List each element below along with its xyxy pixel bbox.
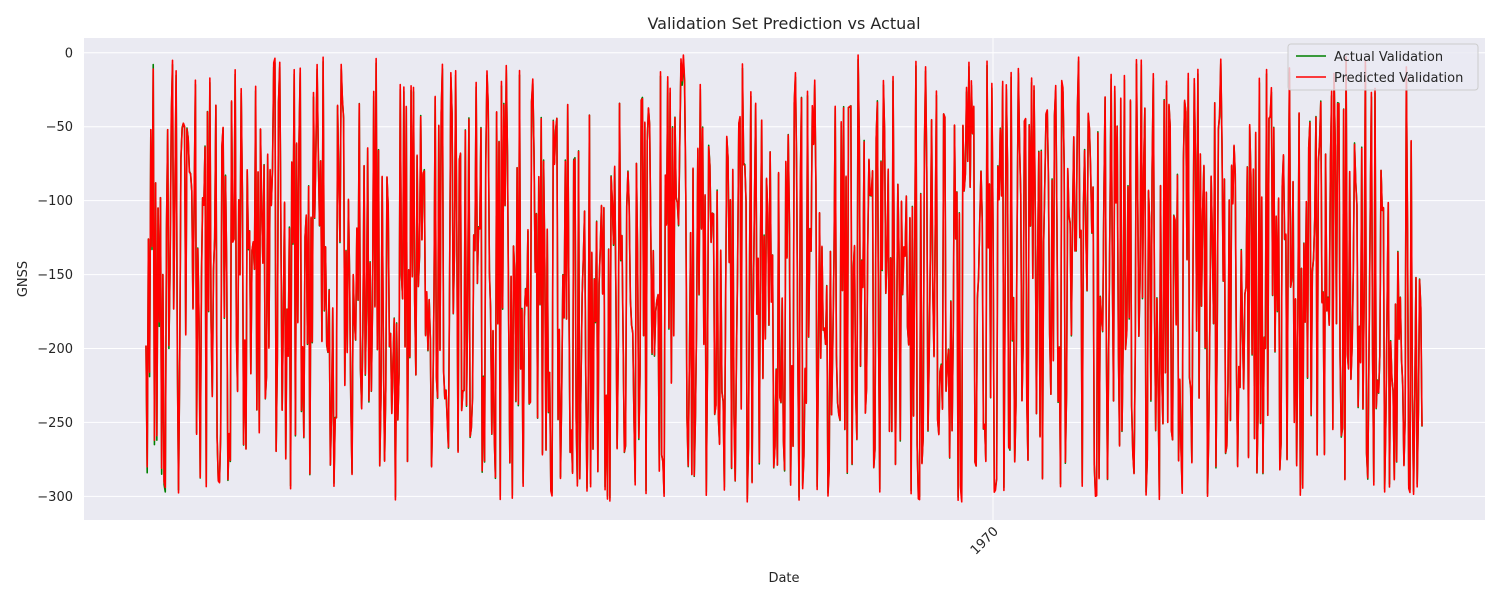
- y-tick-label: −250: [37, 416, 73, 431]
- x-tick-label: 1970: [968, 524, 1002, 558]
- y-tick-label: −150: [37, 268, 73, 283]
- legend: Actual Validation Predicted Validation: [1287, 43, 1479, 91]
- legend-box: [1287, 43, 1479, 91]
- x-axis-label: Date: [768, 571, 799, 586]
- y-tick-label: −50: [46, 120, 73, 135]
- chart-title: Validation Set Prediction vs Actual: [647, 14, 920, 33]
- series-line-predicted: [145, 54, 1423, 503]
- y-tick-label: 0: [65, 46, 73, 61]
- y-ticks: 0 −50 −100 −150 −200 −250 −300: [37, 46, 73, 505]
- x-ticks: 1970: [968, 524, 1002, 558]
- y-tick-label: −100: [37, 194, 73, 209]
- y-tick-label: −200: [37, 342, 73, 357]
- y-tick-label: −300: [37, 490, 73, 505]
- series-layer: [145, 54, 1423, 503]
- legend-label-predicted: Predicted Validation: [1334, 71, 1463, 86]
- y-axis-label: GNSS: [16, 261, 31, 297]
- legend-label-actual: Actual Validation: [1334, 50, 1443, 65]
